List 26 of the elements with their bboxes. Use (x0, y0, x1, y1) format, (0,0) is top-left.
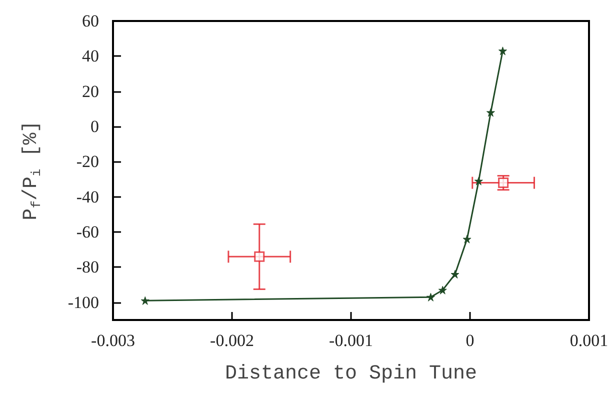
x-tick-label: -0.002 (210, 331, 254, 350)
point (426, 292, 435, 302)
x-tick-label: 0 (466, 331, 474, 350)
point (462, 234, 472, 244)
y-tick-label: -60 (76, 222, 99, 242)
point (450, 270, 460, 279)
y-tick-label: 0 (90, 117, 99, 136)
point (486, 108, 495, 117)
x-tick-label: -0.003 (91, 331, 135, 350)
y-axis-title: Pf/Pi [%] (20, 120, 44, 220)
x-axis-title: Distance to Spin Tune (224, 362, 478, 386)
y-tick-label: -20 (76, 152, 99, 172)
y-tick-label: -80 (76, 258, 99, 277)
y-tick-label: -100 (68, 292, 99, 312)
point (498, 46, 507, 56)
y-tick-label: -40 (76, 187, 99, 206)
point (498, 178, 509, 188)
point (254, 251, 265, 262)
y-tick-label: 20 (82, 82, 99, 101)
y-tick-label: 60 (82, 12, 99, 30)
x-tick-label: 0.001 (570, 331, 608, 350)
point (438, 286, 447, 294)
point (474, 176, 483, 186)
x-tick-label: -0.001 (329, 331, 373, 350)
point (140, 296, 150, 305)
y-tick-label: 40 (82, 46, 99, 66)
